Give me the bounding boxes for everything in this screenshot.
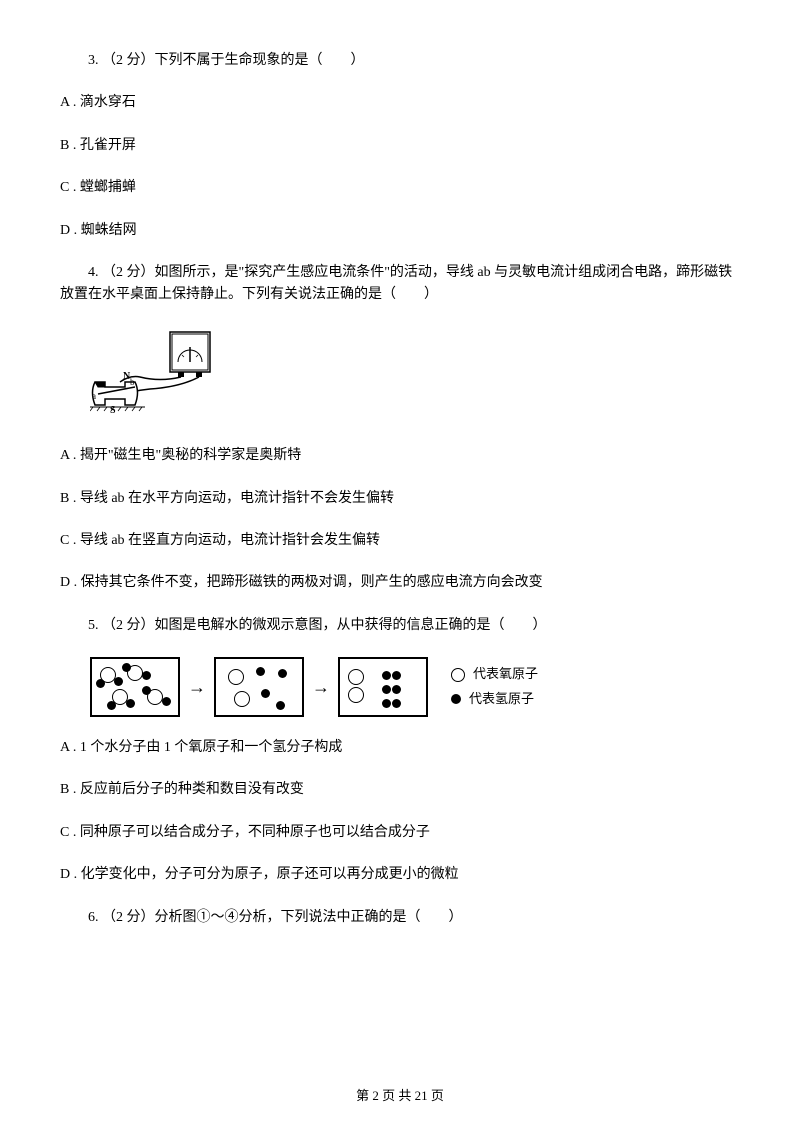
galvanometer-magnet-diagram: N b a S xyxy=(90,327,230,417)
box-reactant xyxy=(90,657,180,717)
q4-option-b: B . 导线 ab 在水平方向运动，电流计指针不会发生偏转 xyxy=(60,488,740,510)
hydrogen-atom-icon xyxy=(451,694,461,704)
legend-hydrogen-label: 代表氢原子 xyxy=(469,689,534,710)
q4-figure: N b a S xyxy=(90,327,740,425)
q5-figure: → → 代表氧原子 代表氢原子 xyxy=(90,657,740,717)
q3-option-a: A . 滴水穿石 xyxy=(60,92,740,114)
svg-text:a: a xyxy=(92,391,96,401)
q4-option-a: A . 揭开"磁生电"奥秘的科学家是奥斯特 xyxy=(60,445,740,467)
svg-text:b: b xyxy=(130,377,135,387)
box-intermediate xyxy=(214,657,304,717)
q6-text: 6. （2 分）分析图①～④分析，下列说法中正确的是（ ） xyxy=(60,907,740,929)
arrow-icon: → xyxy=(188,673,206,702)
q4-option-d: D . 保持其它条件不变，把蹄形磁铁的两极对调，则产生的感应电流方向会改变 xyxy=(60,572,740,594)
oxygen-atom-icon xyxy=(451,668,465,682)
q5-option-d: D . 化学变化中，分子可分为原子，原子还可以再分成更小的微粒 xyxy=(60,864,740,886)
q4-text: 4. （2 分）如图所示，是"探究产生感应电流条件"的活动，导线 ab 与灵敏电… xyxy=(60,262,740,307)
legend-oxygen-label: 代表氧原子 xyxy=(473,664,538,685)
q5-option-c: C . 同种原子可以结合成分子，不同种原子也可以结合成分子 xyxy=(60,822,740,844)
q5-option-a: A . 1 个水分子由 1 个氧原子和一个氢分子构成 xyxy=(60,737,740,759)
q3-option-c: C . 螳螂捕蝉 xyxy=(60,177,740,199)
q3-option-d: D . 蜘蛛结网 xyxy=(60,220,740,242)
legend: 代表氧原子 代表氢原子 xyxy=(451,660,538,714)
box-product xyxy=(338,657,428,717)
q5-option-b: B . 反应前后分子的种类和数目没有改变 xyxy=(60,779,740,801)
q5-text: 5. （2 分）如图是电解水的微观示意图，从中获得的信息正确的是（ ） xyxy=(60,615,740,637)
page-footer: 第 2 页 共 21 页 xyxy=(0,1086,800,1107)
arrow-icon: → xyxy=(312,673,330,702)
q4-option-c: C . 导线 ab 在竖直方向运动，电流计指针会发生偏转 xyxy=(60,530,740,552)
q3-option-b: B . 孔雀开屏 xyxy=(60,135,740,157)
q3-text: 3. （2 分）下列不属于生命现象的是（ ） xyxy=(60,50,740,72)
